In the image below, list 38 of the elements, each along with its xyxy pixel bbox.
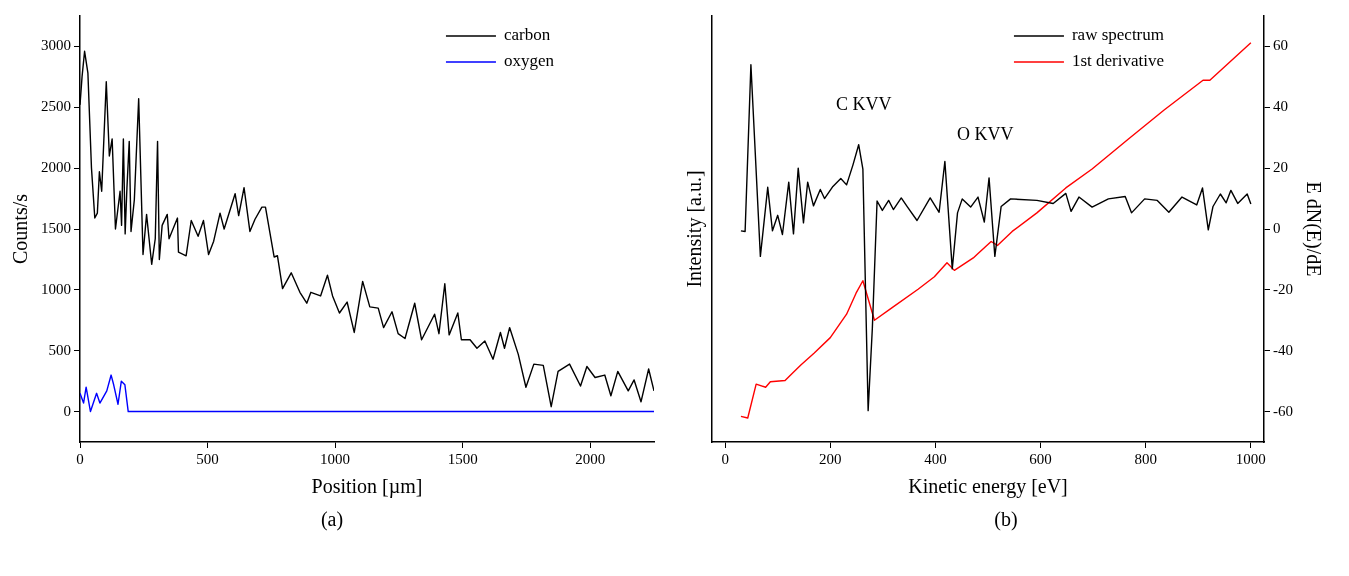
y-axis-title: Counts/s bbox=[9, 193, 32, 265]
y-tick-label: 0 bbox=[63, 402, 71, 419]
y-tick-label: 500 bbox=[48, 341, 71, 358]
x-tick-label: 2000 bbox=[575, 450, 606, 467]
legend-label: oxygen bbox=[503, 51, 555, 71]
annotation: C KVV bbox=[836, 93, 892, 114]
y2-tick-label: -20 bbox=[1273, 280, 1293, 297]
y-tick-label: 3000 bbox=[41, 37, 71, 54]
y-tick-label: 2000 bbox=[41, 159, 71, 176]
x-tick-label: 400 bbox=[924, 450, 947, 467]
y-axis-title: Intensity [a.u.] bbox=[683, 170, 707, 288]
y2-tick-label: -60 bbox=[1273, 402, 1293, 419]
x-axis-title: Kinetic energy [eV] bbox=[908, 475, 1068, 499]
y2-tick-label: 40 bbox=[1273, 98, 1288, 115]
x-axis-title: Position [µm] bbox=[311, 475, 423, 499]
x-tick-label: 1500 bbox=[447, 450, 478, 467]
legend-label: 1st derivative bbox=[1071, 51, 1165, 71]
x-tick-label: 800 bbox=[1134, 450, 1157, 467]
y2-tick-label: 20 bbox=[1273, 159, 1288, 176]
x-tick-label: 1000 bbox=[1235, 450, 1266, 467]
y-tick-label: 2500 bbox=[41, 98, 71, 115]
x-tick-label: 200 bbox=[819, 450, 842, 467]
x-tick-label: 0 bbox=[76, 450, 84, 467]
x-tick-label: 500 bbox=[196, 450, 219, 467]
legend-label: carbon bbox=[503, 25, 551, 45]
text: (a) bbox=[320, 508, 344, 531]
y2-tick-label: -40 bbox=[1273, 341, 1293, 358]
y2-tick-label: 60 bbox=[1273, 37, 1288, 54]
y-tick-label: 1000 bbox=[41, 280, 71, 297]
legend-label: raw spectrum bbox=[1071, 25, 1165, 45]
x-tick-label: 0 bbox=[721, 450, 729, 467]
x-tick-label: 600 bbox=[1029, 450, 1052, 467]
annotation: O KVV bbox=[956, 123, 1014, 144]
y-tick-label: 1500 bbox=[41, 219, 71, 236]
text: (b) bbox=[994, 508, 1018, 531]
x-tick-label: 1000 bbox=[320, 450, 351, 467]
y2-tick-label: 0 bbox=[1273, 219, 1281, 236]
y2-axis-title: E dN(E)/dE bbox=[1301, 181, 1325, 277]
